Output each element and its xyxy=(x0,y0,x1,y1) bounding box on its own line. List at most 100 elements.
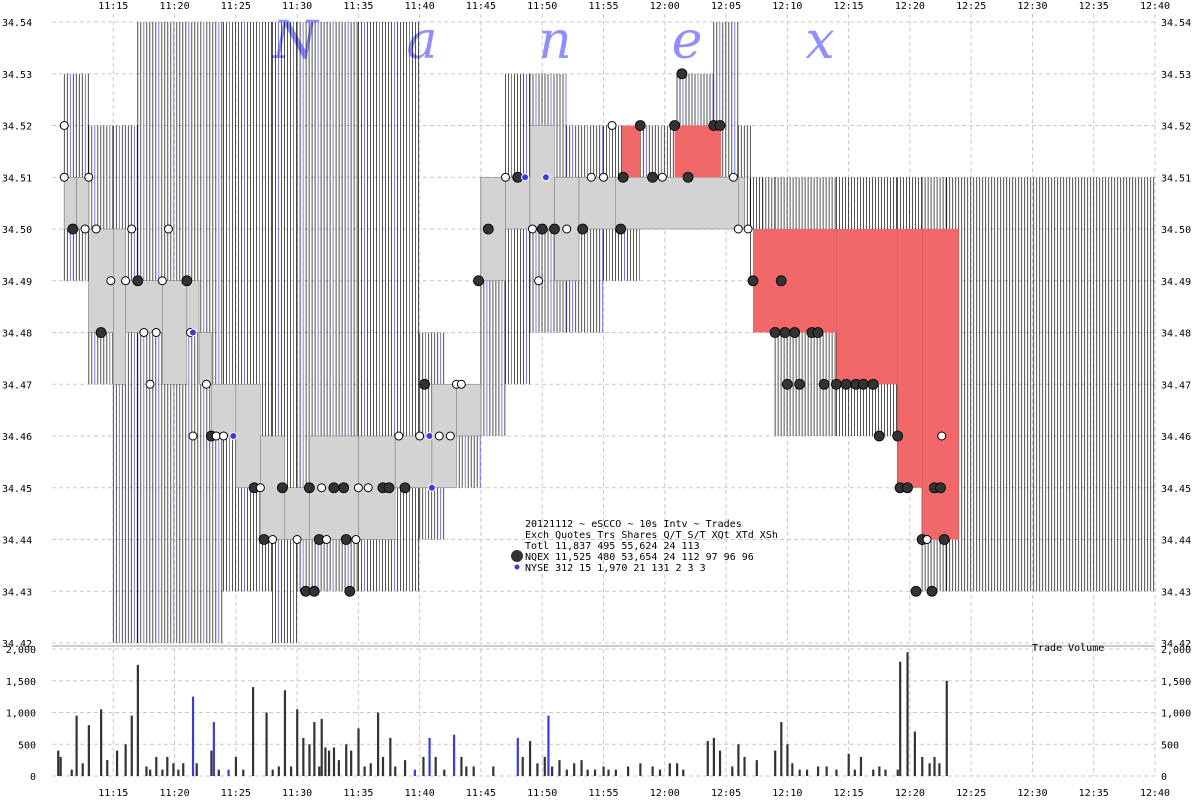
y-tick-label-left: 34.47 xyxy=(2,380,32,391)
volume-bar xyxy=(161,769,164,776)
nbbo-spread-segment xyxy=(198,332,212,385)
volume-bar xyxy=(805,769,809,776)
trade-marker-nqex xyxy=(892,430,904,442)
volume-bar xyxy=(182,763,185,776)
volume-bar xyxy=(345,744,348,776)
trade-marker-other xyxy=(145,379,155,389)
volume-bar xyxy=(878,766,881,776)
nbbo-spread-segment xyxy=(394,435,433,488)
x-tick-label-top: 11:15 xyxy=(98,1,128,12)
legend-marker-nyse xyxy=(514,564,520,570)
trade-marker-nqex xyxy=(779,327,791,338)
nbbo-spread-segment xyxy=(578,177,617,230)
trade-marker-nyse xyxy=(188,328,197,337)
trade-marker-nqex xyxy=(812,327,824,338)
volume-y-tick-left: 2,000 xyxy=(6,645,36,656)
nbbo-spread-segment xyxy=(186,280,200,333)
y-tick-label-right: 34.46 xyxy=(1161,432,1191,443)
volume-bar xyxy=(899,661,902,776)
trade-marker-other xyxy=(91,224,101,234)
volume-bar xyxy=(70,769,73,776)
volume-bar xyxy=(381,756,385,776)
volume-bar xyxy=(363,766,366,776)
x-tick-label-top: 11:50 xyxy=(527,1,557,12)
trade-marker-nqex xyxy=(647,171,658,183)
volume-bar xyxy=(460,756,463,776)
x-tick-label-bottom: 12:20 xyxy=(895,788,925,799)
volume-bar xyxy=(884,769,887,776)
trade-marker-other xyxy=(106,276,116,286)
volume-bar xyxy=(318,766,321,776)
trade-marker-nqex xyxy=(549,223,560,235)
volume-bar xyxy=(166,756,169,776)
volume-bar xyxy=(586,769,589,776)
trade-marker-nqex xyxy=(132,275,144,287)
volume-bar xyxy=(403,760,407,776)
trade-marker-other xyxy=(121,276,131,286)
volume-bar xyxy=(573,763,576,776)
crossed-market-region xyxy=(621,125,641,178)
trade-marker-nqex xyxy=(910,585,922,597)
volume-bar xyxy=(718,750,722,776)
volume-bar xyxy=(682,769,685,776)
x-tick-label-bottom: 11:15 xyxy=(98,788,128,799)
volume-bar xyxy=(212,722,215,776)
x-tick-label-top: 11:20 xyxy=(160,1,190,12)
volume-bar xyxy=(668,763,671,776)
volume-bar xyxy=(217,769,220,776)
nbbo-spread-segment xyxy=(615,177,739,230)
volume-bar xyxy=(933,756,936,776)
trade-marker-other xyxy=(445,431,455,441)
trade-marker-nyse xyxy=(521,173,530,182)
volume-title: Trade Volume xyxy=(1032,643,1104,654)
trades-layer xyxy=(59,68,950,597)
nbbo-spread-segment xyxy=(235,384,261,488)
volume-bar xyxy=(614,769,617,776)
trade-marker-other xyxy=(188,431,198,441)
volume-bar xyxy=(389,737,392,776)
volume-bar xyxy=(536,763,539,776)
x-tick-label-bottom: 12:05 xyxy=(711,788,741,799)
volume-layer xyxy=(57,652,948,776)
trade-marker-other xyxy=(500,172,510,182)
trade-marker-nqex xyxy=(473,275,484,287)
trade-marker-nqex xyxy=(383,482,395,494)
volume-bar xyxy=(602,766,605,776)
crossed-market-region xyxy=(897,229,923,488)
volume-bar xyxy=(906,652,909,776)
trade-marker-nyse xyxy=(229,432,238,440)
x-tick-label-top: 12:10 xyxy=(772,1,802,12)
volume-bar xyxy=(327,750,331,776)
trade-marker-nqex xyxy=(340,534,352,545)
trade-marker-other xyxy=(163,224,173,234)
trade-marker-other xyxy=(317,483,327,493)
x-tick-label-top: 11:35 xyxy=(343,1,373,12)
x-tick-label-bottom: 11:40 xyxy=(405,788,435,799)
volume-bar xyxy=(443,769,446,776)
trade-marker-nyse xyxy=(541,173,550,182)
y-tick-label-left: 34.50 xyxy=(2,225,32,236)
volume-bar xyxy=(434,756,437,776)
y-tick-label-left: 34.44 xyxy=(2,536,32,547)
volume-bar xyxy=(551,766,554,776)
y-tick-label-right: 34.42 xyxy=(1161,639,1191,650)
x-tick-label-bottom: 12:10 xyxy=(772,788,802,799)
volume-bar xyxy=(130,715,133,776)
volume-y-tick-right: 0 xyxy=(1161,772,1167,783)
y-tick-label-left: 34.52 xyxy=(2,122,32,133)
volume-bar xyxy=(676,763,679,776)
volume-bar xyxy=(283,690,287,776)
volume-bar xyxy=(296,709,299,776)
trade-marker-other xyxy=(353,483,363,493)
trade-marker-nqex xyxy=(482,223,494,235)
volume-bar xyxy=(227,769,230,776)
x-tick-label-top: 11:55 xyxy=(588,1,618,12)
trade-marker-nqex xyxy=(714,120,726,131)
x-tick-label-bottom: 12:15 xyxy=(834,788,864,799)
volume-bar xyxy=(313,722,316,776)
volume-bar xyxy=(369,763,372,776)
volume-y-tick-right: 1,500 xyxy=(1161,677,1191,688)
volume-bar xyxy=(75,715,78,776)
volume-bar xyxy=(627,766,630,776)
trade-marker-other xyxy=(562,224,572,234)
